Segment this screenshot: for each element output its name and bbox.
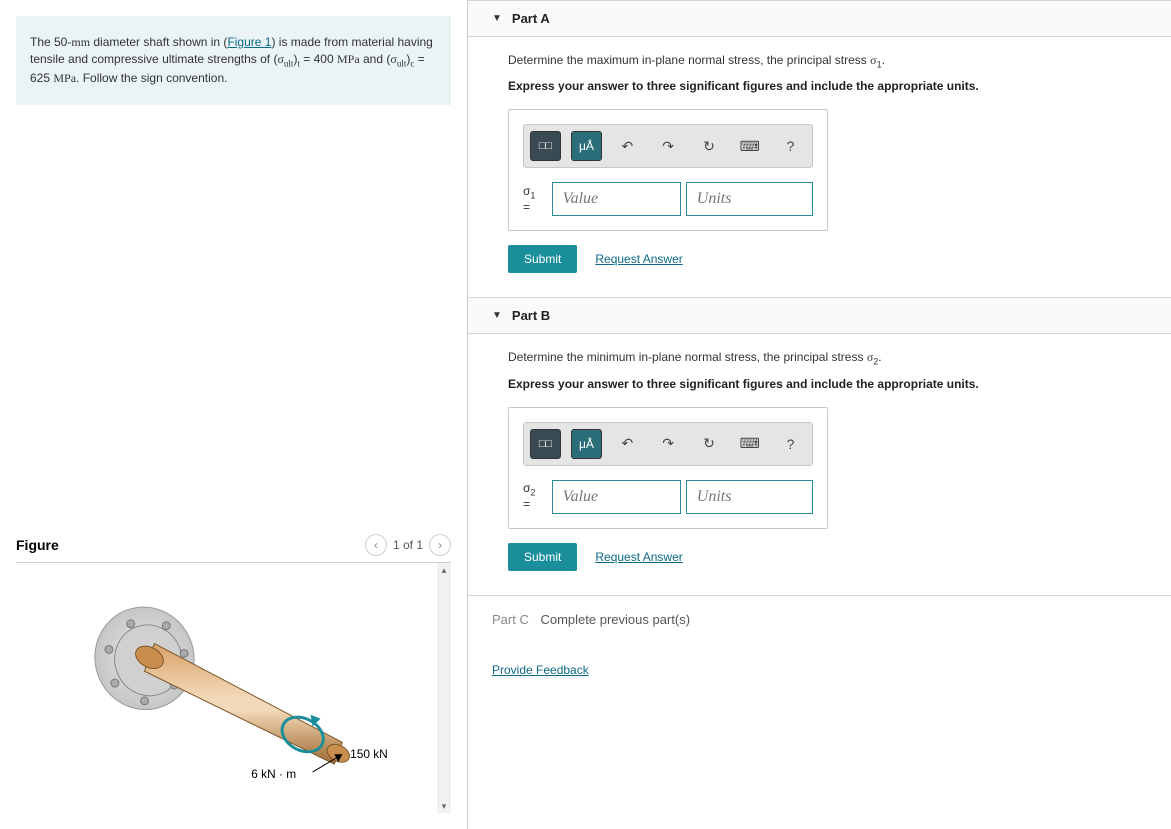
part-a-toolbar: □□ μÅ ↶ ↷ ↻ ⌨ ? xyxy=(523,124,813,168)
units-tool-icon[interactable]: μÅ xyxy=(571,131,602,161)
figure-body: 150 kN 6 kN · m ▴ ▾ xyxy=(16,563,451,813)
part-b-instructions: Express your answer to three significant… xyxy=(508,377,1131,391)
figure-page-indicator: 1 of 1 xyxy=(393,538,423,552)
caret-down-icon: ▼ xyxy=(492,310,502,321)
text: Determine the minimum in-plane normal st… xyxy=(508,350,867,364)
keyboard-icon[interactable]: ⌨ xyxy=(734,131,765,161)
help-icon[interactable]: ? xyxy=(775,131,806,161)
text: Determine the maximum in-plane normal st… xyxy=(508,53,870,67)
sub-ult: ult xyxy=(284,58,294,68)
part-a-request-answer-link[interactable]: Request Answer xyxy=(595,252,682,266)
figure-nav: ‹ 1 of 1 › xyxy=(365,534,451,556)
scroll-down-icon[interactable]: ▾ xyxy=(437,799,451,813)
part-b-body: Determine the minimum in-plane normal st… xyxy=(468,334,1171,594)
part-b-input-row: σ2 = Value Units xyxy=(523,480,813,514)
units-tool-icon[interactable]: μÅ xyxy=(571,429,602,459)
part-a-body: Determine the maximum in-plane normal st… xyxy=(468,37,1171,297)
help-icon[interactable]: ? xyxy=(775,429,806,459)
fraction-tool-icon[interactable]: □□ xyxy=(530,131,561,161)
part-c-text: Complete previous part(s) xyxy=(540,612,690,627)
figure-scrollbar[interactable]: ▴ ▾ xyxy=(437,563,451,813)
unit-mpa: MPa xyxy=(337,52,360,66)
figure-next-button[interactable]: › xyxy=(429,534,451,556)
part-c: Part C Complete previous part(s) xyxy=(468,596,1171,643)
part-b-units-input[interactable]: Units xyxy=(686,480,813,514)
reset-icon[interactable]: ↻ xyxy=(694,429,725,459)
part-a-title: Part A xyxy=(512,11,550,26)
text: . Follow the sign convention. xyxy=(76,71,227,85)
part-c-label: Part C xyxy=(492,612,529,627)
part-b-answer-box: □□ μÅ ↶ ↷ ↻ ⌨ ? σ2 = Value Units xyxy=(508,407,828,529)
figure-section: Figure ‹ 1 of 1 › xyxy=(16,526,451,813)
part-a-input-row: σ1 = Value Units xyxy=(523,182,813,216)
text: . xyxy=(882,53,885,67)
part-b-prompt: Determine the minimum in-plane normal st… xyxy=(508,350,1131,366)
text: The 50- xyxy=(30,35,71,49)
part-a-actions: Submit Request Answer xyxy=(508,245,1131,273)
part-b-actions: Submit Request Answer xyxy=(508,543,1131,571)
feedback-section: Provide Feedback xyxy=(468,643,1171,697)
sub-ult: ult xyxy=(397,58,407,68)
part-b-value-input[interactable]: Value xyxy=(552,480,681,514)
sigma2-label: σ2 = xyxy=(523,481,546,512)
redo-icon[interactable]: ↷ xyxy=(653,131,684,161)
part-b-title: Part B xyxy=(512,308,550,323)
figure-prev-button[interactable]: ‹ xyxy=(365,534,387,556)
redo-icon[interactable]: ↷ xyxy=(653,429,684,459)
text: and ( xyxy=(360,52,391,66)
undo-icon[interactable]: ↶ xyxy=(612,131,643,161)
reset-icon[interactable]: ↻ xyxy=(694,131,725,161)
part-b-toolbar: □□ μÅ ↶ ↷ ↻ ⌨ ? xyxy=(523,422,813,466)
unit-mm: mm xyxy=(71,35,90,49)
force-label: 150 kN xyxy=(350,747,388,761)
figure-link[interactable]: Figure 1 xyxy=(227,35,271,49)
text: . xyxy=(878,350,881,364)
part-b-header[interactable]: ▼ Part B xyxy=(468,298,1171,333)
text: diameter shaft shown in ( xyxy=(90,35,227,49)
part-a-instructions: Express your answer to three significant… xyxy=(508,79,1131,93)
sigma1-label: σ1 = xyxy=(523,184,546,215)
keyboard-icon[interactable]: ⌨ xyxy=(734,429,765,459)
figure-header: Figure ‹ 1 of 1 › xyxy=(16,526,451,563)
part-b: ▼ Part B xyxy=(468,297,1171,334)
part-a-prompt: Determine the maximum in-plane normal st… xyxy=(508,53,1131,69)
unit-mpa: MPa xyxy=(53,71,76,85)
shaft-diagram: 150 kN 6 kN · m xyxy=(16,563,451,813)
part-a-value-input[interactable]: Value xyxy=(552,182,681,216)
part-a-submit-button[interactable]: Submit xyxy=(508,245,577,273)
part-b-submit-button[interactable]: Submit xyxy=(508,543,577,571)
figure-title: Figure xyxy=(16,537,59,553)
part-a-header[interactable]: ▼ Part A xyxy=(468,1,1171,36)
text: = 400 xyxy=(300,52,337,66)
undo-icon[interactable]: ↶ xyxy=(612,429,643,459)
torque-label: 6 kN · m xyxy=(251,767,296,781)
part-a-units-input[interactable]: Units xyxy=(686,182,813,216)
caret-down-icon: ▼ xyxy=(492,13,502,24)
part-a-answer-box: □□ μÅ ↶ ↷ ↻ ⌨ ? σ1 = Value Units xyxy=(508,109,828,231)
problem-statement: The 50-mm diameter shaft shown in (Figur… xyxy=(16,16,451,105)
scroll-up-icon[interactable]: ▴ xyxy=(437,563,451,577)
right-panel: ▼ Part A Determine the maximum in-plane … xyxy=(468,0,1171,829)
part-a: ▼ Part A xyxy=(468,0,1171,37)
provide-feedback-link[interactable]: Provide Feedback xyxy=(492,663,589,677)
part-b-request-answer-link[interactable]: Request Answer xyxy=(595,550,682,564)
fraction-tool-icon[interactable]: □□ xyxy=(530,429,561,459)
left-panel: The 50-mm diameter shaft shown in (Figur… xyxy=(0,0,468,829)
